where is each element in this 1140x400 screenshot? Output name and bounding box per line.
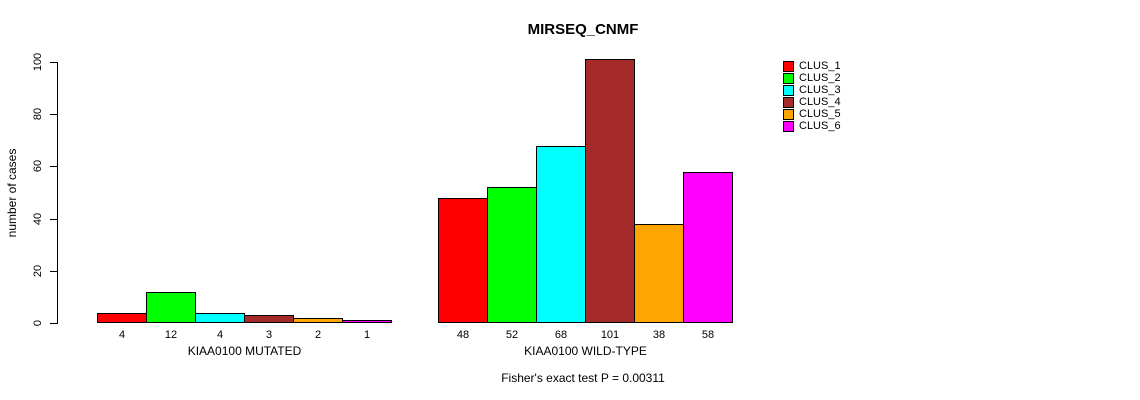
legend-swatch xyxy=(783,96,794,108)
legend-label: CLUS_2 xyxy=(799,72,841,84)
legend-item: CLUS_2 xyxy=(783,72,841,84)
bar-value-label: 101 xyxy=(600,329,620,341)
y-axis-tick xyxy=(50,219,57,220)
fisher-test-annotation: Fisher's exact test P = 0.00311 xyxy=(501,371,665,385)
bar-clus_4 xyxy=(244,315,294,323)
y-axis-tick xyxy=(50,62,57,63)
legend-label: CLUS_5 xyxy=(799,108,841,120)
legend-swatch xyxy=(783,120,794,132)
bar-value-label: 12 xyxy=(164,329,178,341)
y-axis-tick xyxy=(50,271,57,272)
bar-clus_1 xyxy=(97,313,147,323)
bar-clus_3 xyxy=(536,146,586,323)
bar-clus_2 xyxy=(487,187,537,323)
y-tick-label: 40 xyxy=(32,212,44,226)
bar-value-label: 48 xyxy=(456,329,470,341)
x-axis-group-label: KIAA0100 MUTATED xyxy=(187,344,302,358)
legend-label: CLUS_6 xyxy=(799,120,841,132)
bar-value-label: 58 xyxy=(701,329,715,341)
bar-clus_2 xyxy=(146,292,196,323)
y-axis-tick xyxy=(50,166,57,167)
y-tick-label: 0 xyxy=(32,319,44,327)
bar-clus_5 xyxy=(293,318,343,323)
bar-value-label: 38 xyxy=(652,329,666,341)
bar-clus_3 xyxy=(195,313,245,323)
legend-item: CLUS_6 xyxy=(783,120,841,132)
y-axis-tick xyxy=(50,323,57,324)
bar-clus_6 xyxy=(683,172,733,323)
bar-value-label: 1 xyxy=(363,329,371,341)
bar-clus_5 xyxy=(634,224,684,323)
x-axis-group-label: KIAA0100 WILD-TYPE xyxy=(524,344,647,358)
y-tick-label: 20 xyxy=(32,264,44,278)
legend-swatch xyxy=(783,108,794,120)
legend-label: CLUS_1 xyxy=(799,60,841,72)
bar-clus_1 xyxy=(438,198,488,323)
legend-item: CLUS_5 xyxy=(783,108,841,120)
y-axis-line xyxy=(57,62,58,324)
bar-clus_4 xyxy=(585,59,635,323)
y-tick-label: 100 xyxy=(32,52,44,72)
y-tick-label: 80 xyxy=(32,107,44,121)
y-axis-tick xyxy=(50,114,57,115)
legend-item: CLUS_4 xyxy=(783,96,841,108)
bar-value-label: 52 xyxy=(505,329,519,341)
legend-item: CLUS_1 xyxy=(783,60,841,72)
bar-value-label: 4 xyxy=(118,329,126,341)
bar-value-label: 4 xyxy=(216,329,224,341)
legend-item: CLUS_3 xyxy=(783,84,841,96)
legend-swatch xyxy=(783,60,794,72)
bar-value-label: 2 xyxy=(314,329,322,341)
legend-swatch xyxy=(783,84,794,96)
legend-swatch xyxy=(783,72,794,84)
legend-label: CLUS_4 xyxy=(799,96,841,108)
bar-value-label: 68 xyxy=(554,329,568,341)
bar-value-label: 3 xyxy=(265,329,273,341)
legend: CLUS_1 CLUS_2 CLUS_3 CLUS_4 CLUS_5 CLUS_6 xyxy=(783,60,841,132)
chart-title: MIRSEQ_CNMF xyxy=(527,21,639,38)
y-tick-label: 60 xyxy=(32,159,44,173)
legend-label: CLUS_3 xyxy=(799,84,841,96)
bar-clus_6 xyxy=(342,320,392,323)
